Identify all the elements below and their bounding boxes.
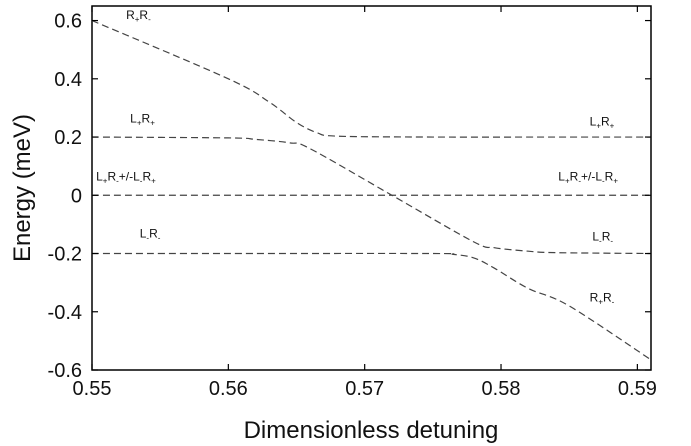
- curve-label-1: R+R-: [126, 8, 151, 24]
- plot-frame: [91, 5, 652, 371]
- x-ticks: 0.55 0.56 0.57 0.58 0.59: [73, 6, 657, 400]
- x-tick-label: 0.57: [345, 378, 384, 400]
- y-tick-label: 0.2: [54, 127, 82, 149]
- y-tick-label: -0.6: [48, 360, 82, 382]
- curve-label-2: L+R+: [130, 111, 155, 127]
- series-line-4: [92, 252, 652, 361]
- curve-label-6: L-R-: [140, 227, 161, 243]
- curve-labels: R+R- L+R+ L+R+ L+R-+/-L-R+ L+R-+/-L-R+ L-R- L-…: [96, 8, 618, 306]
- y-tick-label: 0.4: [54, 69, 82, 91]
- x-tick-label: 0.58: [482, 378, 521, 400]
- curve-label-8: R+R-: [590, 291, 615, 307]
- x-tick-label: 0.55: [73, 378, 112, 400]
- x-tick-label: 0.56: [209, 378, 248, 400]
- curve-label-3: L+R+: [590, 114, 615, 130]
- curve-label-4: L+R-+/-L-R+: [96, 170, 156, 186]
- x-tick-label: 0.59: [618, 378, 657, 400]
- y-tick-label: -0.4: [48, 302, 82, 324]
- y-tick-label: 0.6: [54, 11, 82, 33]
- y-axis-title: Energy (meV): [9, 114, 36, 262]
- y-ticks: 0.6 0.4 0.2 0 -0.2 -0.4 -0.6: [48, 11, 651, 382]
- y-tick-label: 0: [71, 185, 82, 207]
- series-layer: [91, 20, 652, 361]
- curve-label-5: L+R-+/-L-R+: [558, 170, 618, 186]
- x-axis-title: Dimensionless detuning: [244, 417, 499, 444]
- y-tick-label: -0.2: [48, 244, 82, 266]
- curve-label-7: L-R-: [592, 229, 613, 245]
- series-line-1: [91, 20, 651, 138]
